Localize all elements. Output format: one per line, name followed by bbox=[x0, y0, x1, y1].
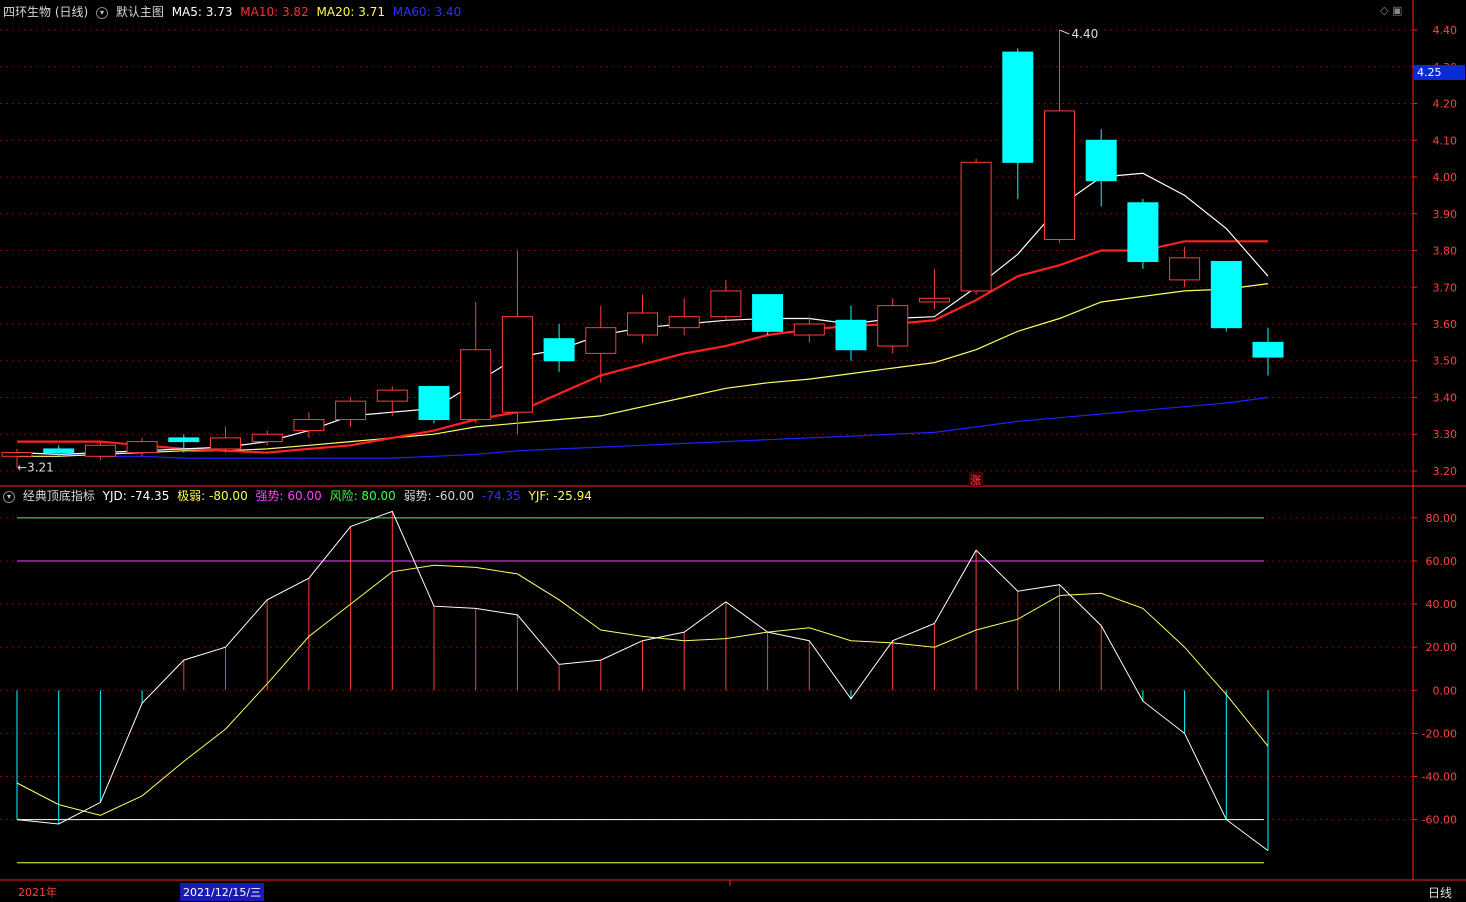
year-label: 2021年 bbox=[18, 886, 57, 899]
min-label: ←3.21 bbox=[17, 460, 54, 474]
candle-body[interactable] bbox=[1210, 261, 1242, 329]
yjd-value: YJD: -74.35 bbox=[102, 489, 170, 503]
max-label: 4.40 bbox=[1072, 27, 1099, 41]
max-marker bbox=[1059, 29, 1070, 35]
indicator-tick-label: 20.00 bbox=[1426, 641, 1458, 654]
cursor-date: 2021/12/15/三 bbox=[180, 883, 265, 901]
candle-body[interactable] bbox=[501, 316, 533, 413]
candle-body[interactable] bbox=[210, 437, 241, 450]
candle-body[interactable] bbox=[585, 327, 617, 354]
candle-body[interactable] bbox=[126, 441, 158, 454]
candle-body[interactable] bbox=[43, 448, 75, 454]
ma5-value: MA5: 3.73 bbox=[171, 5, 233, 19]
diamond-icon[interactable]: ◇ bbox=[1380, 4, 1389, 17]
indicator-name[interactable]: 经典顶底指标 bbox=[22, 489, 95, 503]
main-chart-label[interactable]: 默认主图 bbox=[115, 5, 164, 19]
chart-tools: ◇ ▣ bbox=[1380, 4, 1402, 17]
candle-body[interactable] bbox=[877, 305, 909, 347]
qiangshi-value: 强势: 60.00 bbox=[255, 489, 322, 503]
candle-body[interactable] bbox=[418, 385, 450, 421]
candle-body[interactable] bbox=[668, 316, 700, 329]
indicator-settings-icon[interactable]: ▾ bbox=[3, 490, 15, 503]
ma20-value: MA20: 3.71 bbox=[316, 5, 385, 19]
candle-body[interactable] bbox=[835, 319, 867, 351]
indicator-tick-label: 40.00 bbox=[1426, 598, 1458, 611]
candle-body[interactable] bbox=[710, 290, 742, 318]
candle-body[interactable] bbox=[84, 444, 116, 457]
indicator-tick-label: -60.00 bbox=[1422, 814, 1457, 827]
candle-body[interactable] bbox=[251, 433, 283, 443]
window-icon[interactable]: ▣ bbox=[1391, 4, 1403, 17]
main-tick-label: 3.80 bbox=[1433, 245, 1458, 258]
main-tick-label: 3.50 bbox=[1433, 355, 1458, 368]
fengxian-value: 风险: 80.00 bbox=[329, 489, 396, 503]
main-tick-label: 4.00 bbox=[1433, 171, 1458, 184]
candle-body[interactable] bbox=[1127, 202, 1159, 263]
zhang-badge bbox=[969, 472, 984, 486]
candle-body[interactable] bbox=[1002, 51, 1034, 163]
candle-body[interactable] bbox=[1252, 341, 1284, 358]
main-tick-label: 3.30 bbox=[1433, 428, 1458, 441]
yjd-line bbox=[16, 510, 1269, 852]
candle-body[interactable] bbox=[1169, 257, 1201, 281]
ma10-value: MA10: 3.82 bbox=[240, 5, 309, 19]
indicator-tick-label: 60.00 bbox=[1426, 555, 1458, 568]
indicator-header: ▾ 经典顶底指标 YJD: -74.35 极弱: -80.00 强势: 60.0… bbox=[3, 487, 596, 504]
candle-body[interactable] bbox=[543, 338, 575, 362]
stock-title[interactable]: 四环生物 (日线) bbox=[3, 5, 89, 19]
candle-body[interactable] bbox=[1044, 110, 1075, 240]
main-tick-label: 3.60 bbox=[1433, 318, 1458, 331]
candle-body[interactable] bbox=[1, 452, 33, 457]
candle-body[interactable] bbox=[168, 437, 200, 443]
indicator-tick-label: 0.00 bbox=[1433, 684, 1458, 697]
candle-body[interactable] bbox=[460, 349, 492, 421]
main-tick-label: 3.90 bbox=[1433, 208, 1458, 221]
candle-body[interactable] bbox=[627, 312, 658, 336]
main-tick-label: 3.40 bbox=[1433, 391, 1458, 404]
candle-body[interactable] bbox=[960, 161, 992, 292]
main-tick-label: 4.20 bbox=[1433, 98, 1458, 111]
indicator-tick-label: -40.00 bbox=[1422, 771, 1457, 784]
indicator-tick-label: 80.00 bbox=[1426, 512, 1458, 525]
yjf-value: YJF: -25.94 bbox=[528, 489, 592, 503]
ma60-line bbox=[16, 396, 1269, 459]
settings-icon[interactable]: ▾ bbox=[96, 6, 109, 19]
ma60-value: MA60: 3.40 bbox=[392, 5, 462, 19]
candle-body[interactable] bbox=[335, 400, 367, 421]
candle-body[interactable] bbox=[293, 419, 325, 432]
main-tick-label: 3.70 bbox=[1433, 281, 1458, 294]
candle-body[interactable] bbox=[793, 323, 825, 336]
candle-body[interactable] bbox=[752, 294, 784, 332]
current-price-box: 4.25 bbox=[1414, 65, 1465, 80]
chart-header: 四环生物 (日线) ▾ 默认主图 MA5: 3.73 MA10: 3.82 MA… bbox=[3, 3, 465, 20]
unnamed-value: -74.35 bbox=[482, 489, 521, 503]
jiruo-value: 极弱: -80.00 bbox=[177, 489, 248, 503]
zhang-mark: 涨 bbox=[970, 474, 981, 487]
candle-body[interactable] bbox=[1085, 139, 1117, 182]
ma10-line bbox=[17, 240, 1268, 454]
period-label[interactable]: 日线 bbox=[1428, 886, 1453, 900]
candle-body[interactable] bbox=[918, 297, 950, 303]
candle-body[interactable] bbox=[376, 389, 408, 402]
indicator-tick-label: -20.00 bbox=[1422, 727, 1457, 740]
main-tick-label: 3.20 bbox=[1433, 465, 1458, 478]
ruoshi-value: 弱势: -60.00 bbox=[403, 489, 475, 503]
yjf-line bbox=[16, 564, 1269, 816]
main-tick-label: 4.10 bbox=[1433, 134, 1458, 147]
main-tick-label: 4.40 bbox=[1433, 24, 1458, 37]
